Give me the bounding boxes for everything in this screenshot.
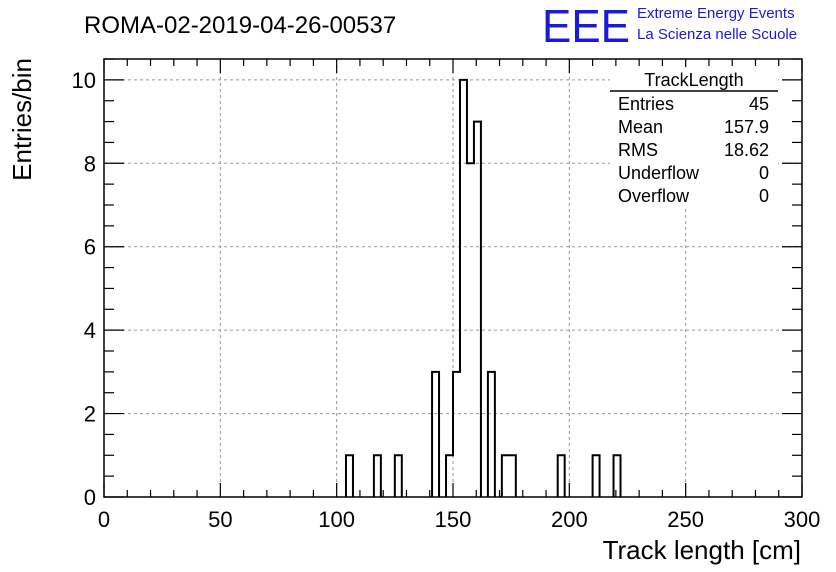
logo-line2: La Scienza nelle Scuole [637,26,797,43]
axes [103,58,803,498]
x-tick-label: 100 [318,507,355,532]
eee-logo: EEE Extreme Energy Events La Scienza nel… [542,0,797,52]
stats-box: TrackLength Entries 45 Mean 157.9 RMS 18.62 Un… [610,67,778,209]
stats-row-label: Entries [618,94,674,114]
y-tick-labels: 0 2 4 6 8 10 [72,68,96,510]
histogram-outline [344,78,622,497]
y-tick-label: 6 [84,235,96,260]
logo-line1: Extreme Energy Events [637,5,795,22]
stats-rows: Entries 45 Mean 157.9 RMS 18.62 Underflow 0 Over… [618,94,769,206]
grid-lines [104,59,802,497]
stats-row-label: RMS [618,140,658,160]
histogram-bin [614,455,621,497]
x-tick-labels: 0 50 100 150 200 250 300 [98,507,820,532]
stats-row-value: 18.62 [724,140,769,160]
histogram-bin [460,80,467,497]
y-axis-label: Entries/bin [7,58,37,181]
histogram-bin [453,372,460,497]
histogram-bin [346,455,353,497]
histogram-bins [344,78,622,497]
stats-row-label: Mean [618,117,663,137]
x-tick-label: 200 [551,507,588,532]
stats-row-value: 0 [759,186,769,206]
x-tick-label: 250 [667,507,704,532]
y-tick-label: 4 [84,318,96,343]
histogram-bin [593,455,600,497]
histogram-bin [474,122,481,497]
stats-row-value: 45 [749,94,769,114]
x-tick-label: 0 [98,507,110,532]
logo-mark: EEE [542,0,630,52]
y-tick-label: 10 [72,68,96,93]
stats-title: TrackLength [644,70,743,90]
histogram-bin [502,455,509,497]
histogram-bin [446,455,453,497]
histogram-bin [467,163,474,497]
histogram-bin [509,455,516,497]
histogram-bin [395,455,402,497]
histogram-bin [374,455,381,497]
x-tick-label: 50 [208,507,232,532]
chart-title: ROMA-02-2019-04-26-00537 [84,12,396,39]
x-tick-label: 300 [784,507,821,532]
histogram-bin [432,372,439,497]
y-tick-label: 2 [84,402,96,427]
stats-row-value: 157.9 [724,117,769,137]
y-tick-label: 0 [84,485,96,510]
x-tick-label: 150 [435,507,472,532]
x-axis-label: Track length [cm] [603,535,801,565]
histogram-bin [558,455,565,497]
stats-row-label: Underflow [618,163,700,183]
histogram-bin [488,372,495,497]
stats-row-value: 0 [759,163,769,183]
y-tick-label: 8 [84,151,96,176]
stats-row-label: Overflow [618,186,690,206]
